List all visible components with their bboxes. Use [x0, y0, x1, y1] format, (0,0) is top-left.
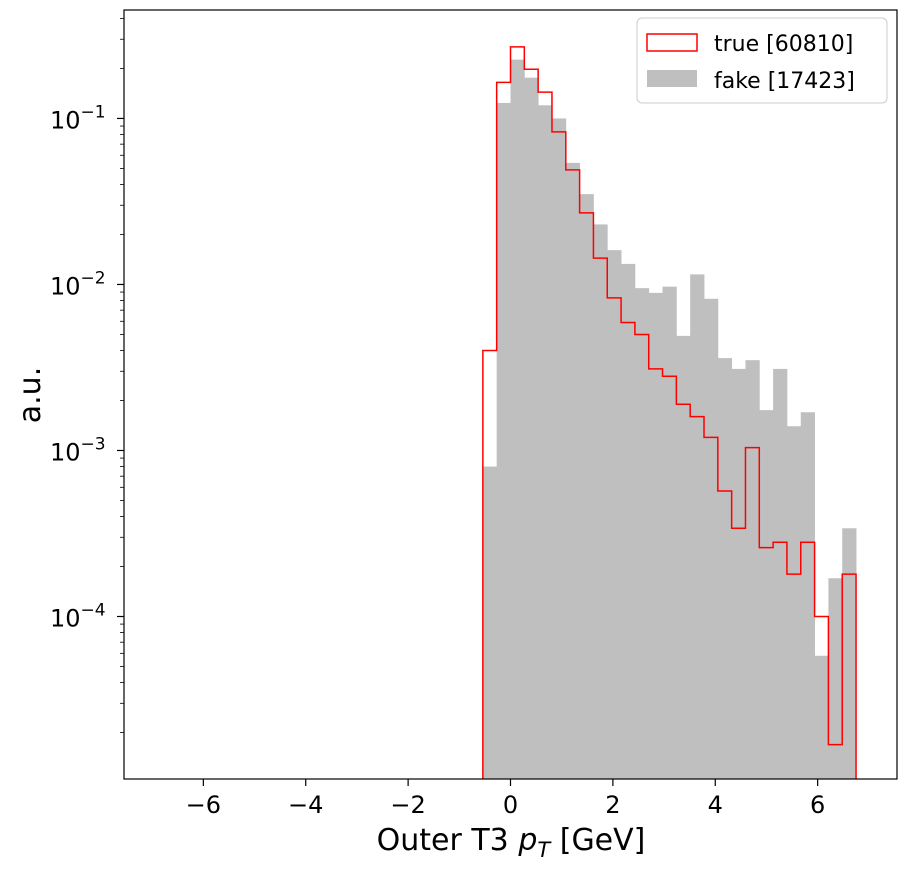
fake-bar — [800, 412, 815, 779]
fake-bar — [593, 224, 608, 779]
fake-bar — [828, 578, 843, 779]
fake-bar — [510, 59, 525, 779]
y-axis-ticks: 10−4 10−3 10−2 10−1 — [50, 18, 124, 733]
true-series-step-line — [482, 46, 857, 779]
y-tick-label: 10−1 — [50, 102, 106, 134]
fake-bar — [551, 118, 567, 780]
fake-bar — [814, 655, 829, 779]
fake-bar — [496, 102, 511, 780]
x-axis-label-unit: [GeV] — [560, 823, 646, 858]
y-tick-label: 10−3 — [50, 434, 106, 466]
fake-bar — [786, 426, 802, 779]
fake-bar — [704, 298, 719, 779]
fake-bar — [538, 105, 553, 779]
fake-bar — [482, 466, 498, 779]
x-axis-label-text: Outer T3 — [377, 823, 509, 858]
fake-bar — [579, 194, 594, 780]
x-tick-label: −4 — [288, 791, 323, 819]
x-tick-label: 2 — [605, 791, 620, 819]
fake-bar — [773, 368, 788, 779]
fake-series-bars — [482, 59, 857, 780]
fake-bar — [842, 528, 857, 779]
fake-bar — [662, 286, 677, 779]
fake-bar — [717, 358, 733, 779]
x-axis-label-sub: T — [537, 838, 552, 862]
fake-bar — [634, 288, 650, 779]
x-tick-label: 6 — [810, 791, 825, 819]
x-axis-label-p: p — [517, 823, 537, 858]
x-axis-ticks: −6 −4 −2 0 2 4 6 — [186, 779, 825, 819]
legend-fake-swatch — [647, 70, 697, 87]
legend-true-swatch — [646, 33, 698, 52]
legend-box — [636, 17, 888, 104]
x-tick-label: −2 — [390, 791, 425, 819]
fake-bar — [676, 335, 691, 779]
fake-bar — [565, 162, 581, 780]
x-tick-label: 0 — [503, 791, 518, 819]
x-axis-label: Outer T3 pT [GeV] — [377, 823, 646, 862]
y-axis-label: a.u. — [13, 367, 48, 423]
fake-bar — [690, 274, 705, 779]
fake-bar — [621, 263, 636, 779]
legend-true-label: true [60810] — [714, 32, 853, 57]
x-tick-label: 4 — [708, 791, 723, 819]
fake-bar — [524, 77, 539, 780]
y-tick-label: 10−2 — [50, 268, 106, 300]
fake-bar — [759, 410, 774, 779]
fake-bar — [648, 292, 663, 779]
fake-bar — [731, 368, 746, 779]
x-tick-label: −6 — [186, 791, 221, 819]
y-tick-label: 10−4 — [50, 600, 106, 632]
fake-bar — [607, 250, 622, 779]
legend: true [60810] fake [17423] — [636, 17, 888, 104]
legend-fake-label: fake [17423] — [714, 69, 855, 94]
fake-bar — [745, 360, 760, 779]
